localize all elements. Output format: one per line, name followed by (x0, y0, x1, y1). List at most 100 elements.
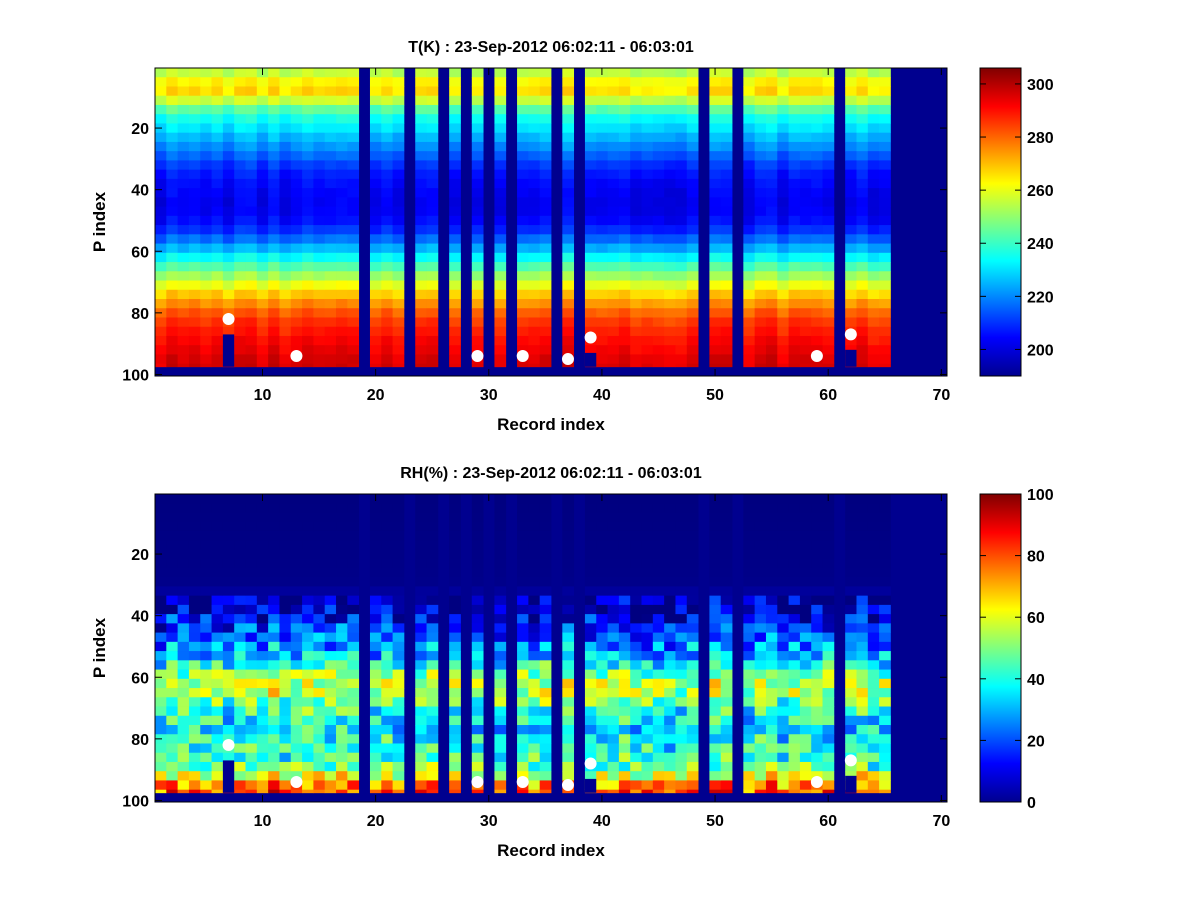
heatmap-cell (177, 558, 190, 569)
heatmap-cell (652, 104, 665, 115)
heatmap-cell (664, 326, 676, 337)
heatmap-cell (675, 335, 688, 346)
heatmap-cell (426, 586, 439, 597)
heatmap-cell (347, 614, 360, 624)
heatmap-cell (415, 95, 427, 106)
heatmap-cell (686, 308, 699, 318)
x-tick-label: 10 (254, 387, 272, 404)
heatmap-cell (234, 141, 246, 152)
heatmap-cell (856, 114, 869, 124)
heatmap-cell (709, 549, 722, 560)
heatmap-cell (811, 725, 823, 735)
heatmap-cell (539, 317, 552, 328)
heatmap-cell (494, 289, 507, 300)
heatmap-cell (856, 623, 869, 633)
heatmap-cell (324, 141, 337, 152)
heatmap-cell (336, 577, 348, 587)
heatmap-cell (166, 503, 179, 513)
heatmap-cell (867, 160, 880, 171)
heatmap-cell (313, 780, 326, 791)
heatmap-cell (494, 160, 507, 171)
x-tick-label: 10 (254, 813, 272, 830)
heatmap-cell (369, 345, 382, 355)
heatmap-cell (381, 271, 393, 281)
heatmap-cell (879, 243, 891, 254)
heatmap-cell (279, 243, 292, 254)
heatmap-cell (630, 299, 642, 309)
heatmap-cell (426, 688, 439, 698)
heatmap-cell (867, 169, 880, 180)
heatmap-cell (799, 734, 812, 744)
heatmap-cell (584, 512, 597, 523)
heatmap-cell (777, 299, 789, 309)
heatmap-cell (392, 141, 405, 152)
heatmap-cell (709, 567, 722, 578)
heatmap-cell (641, 206, 654, 217)
heatmap-cell (211, 789, 224, 794)
heatmap-cell (177, 512, 190, 523)
heatmap-cell (822, 345, 835, 355)
heatmap-cell (290, 326, 303, 337)
heatmap-cell (867, 641, 880, 652)
heatmap-cell (765, 354, 778, 365)
heatmap-cell (777, 586, 789, 597)
heatmap-cell (256, 577, 269, 587)
heatmap-cell (822, 86, 835, 97)
heatmap-cell (675, 789, 688, 794)
heatmap-cell (686, 114, 699, 124)
heatmap-cell (630, 225, 642, 235)
heatmap-cell (709, 678, 722, 689)
heatmap-cell (811, 512, 823, 523)
heatmap-cell (426, 558, 439, 569)
heatmap-cell (675, 160, 688, 171)
heatmap-cell (222, 206, 235, 217)
heatmap-cell (539, 761, 552, 772)
heatmap-cell (166, 252, 179, 263)
heatmap-cell (596, 363, 608, 368)
heatmap-cell (539, 494, 552, 504)
heatmap-cell (528, 678, 541, 689)
heatmap-cell (256, 558, 269, 569)
heatmap-cell (641, 123, 654, 134)
heatmap-cell (200, 188, 212, 198)
heatmap-cell (652, 780, 665, 791)
heatmap-cell (743, 317, 756, 328)
heatmap-cell (302, 780, 314, 791)
heatmap-cell (879, 86, 891, 97)
heatmap-cell (155, 669, 167, 680)
heatmap-cell (618, 697, 631, 707)
heatmap-cell (245, 503, 258, 513)
heatmap-cell (471, 215, 484, 226)
heatmap-cell (279, 271, 292, 281)
heatmap-cell (765, 660, 778, 670)
heatmap-cell (596, 577, 608, 587)
heatmap-cell (822, 114, 835, 124)
heatmap-cell (664, 503, 676, 513)
heatmap-cell (584, 206, 597, 217)
heatmap-cell (630, 280, 642, 291)
heatmap-cell (720, 141, 733, 152)
heatmap-cell (517, 206, 529, 217)
heatmap-cell (686, 271, 699, 281)
heatmap-cell (268, 132, 280, 143)
heatmap-cell (879, 494, 891, 504)
heatmap-cell (584, 771, 597, 781)
heatmap-cell (777, 512, 789, 523)
heatmap-cell (630, 77, 642, 87)
heatmap-cell (686, 771, 699, 781)
heatmap-cell (584, 540, 597, 550)
heatmap-cell (799, 104, 812, 115)
heatmap-cell (686, 151, 699, 161)
heatmap-cell (392, 188, 405, 198)
heatmap-cell (664, 734, 676, 744)
heatmap-cell (381, 243, 393, 254)
heatmap-cell (256, 335, 269, 346)
heatmap-cell (200, 215, 212, 226)
heatmap-cell (392, 326, 405, 337)
heatmap-cell (517, 530, 529, 541)
heatmap-cell (155, 234, 167, 244)
heatmap-cell (607, 734, 620, 744)
heatmap-cell (279, 160, 292, 171)
heatmap-cell (584, 225, 597, 235)
